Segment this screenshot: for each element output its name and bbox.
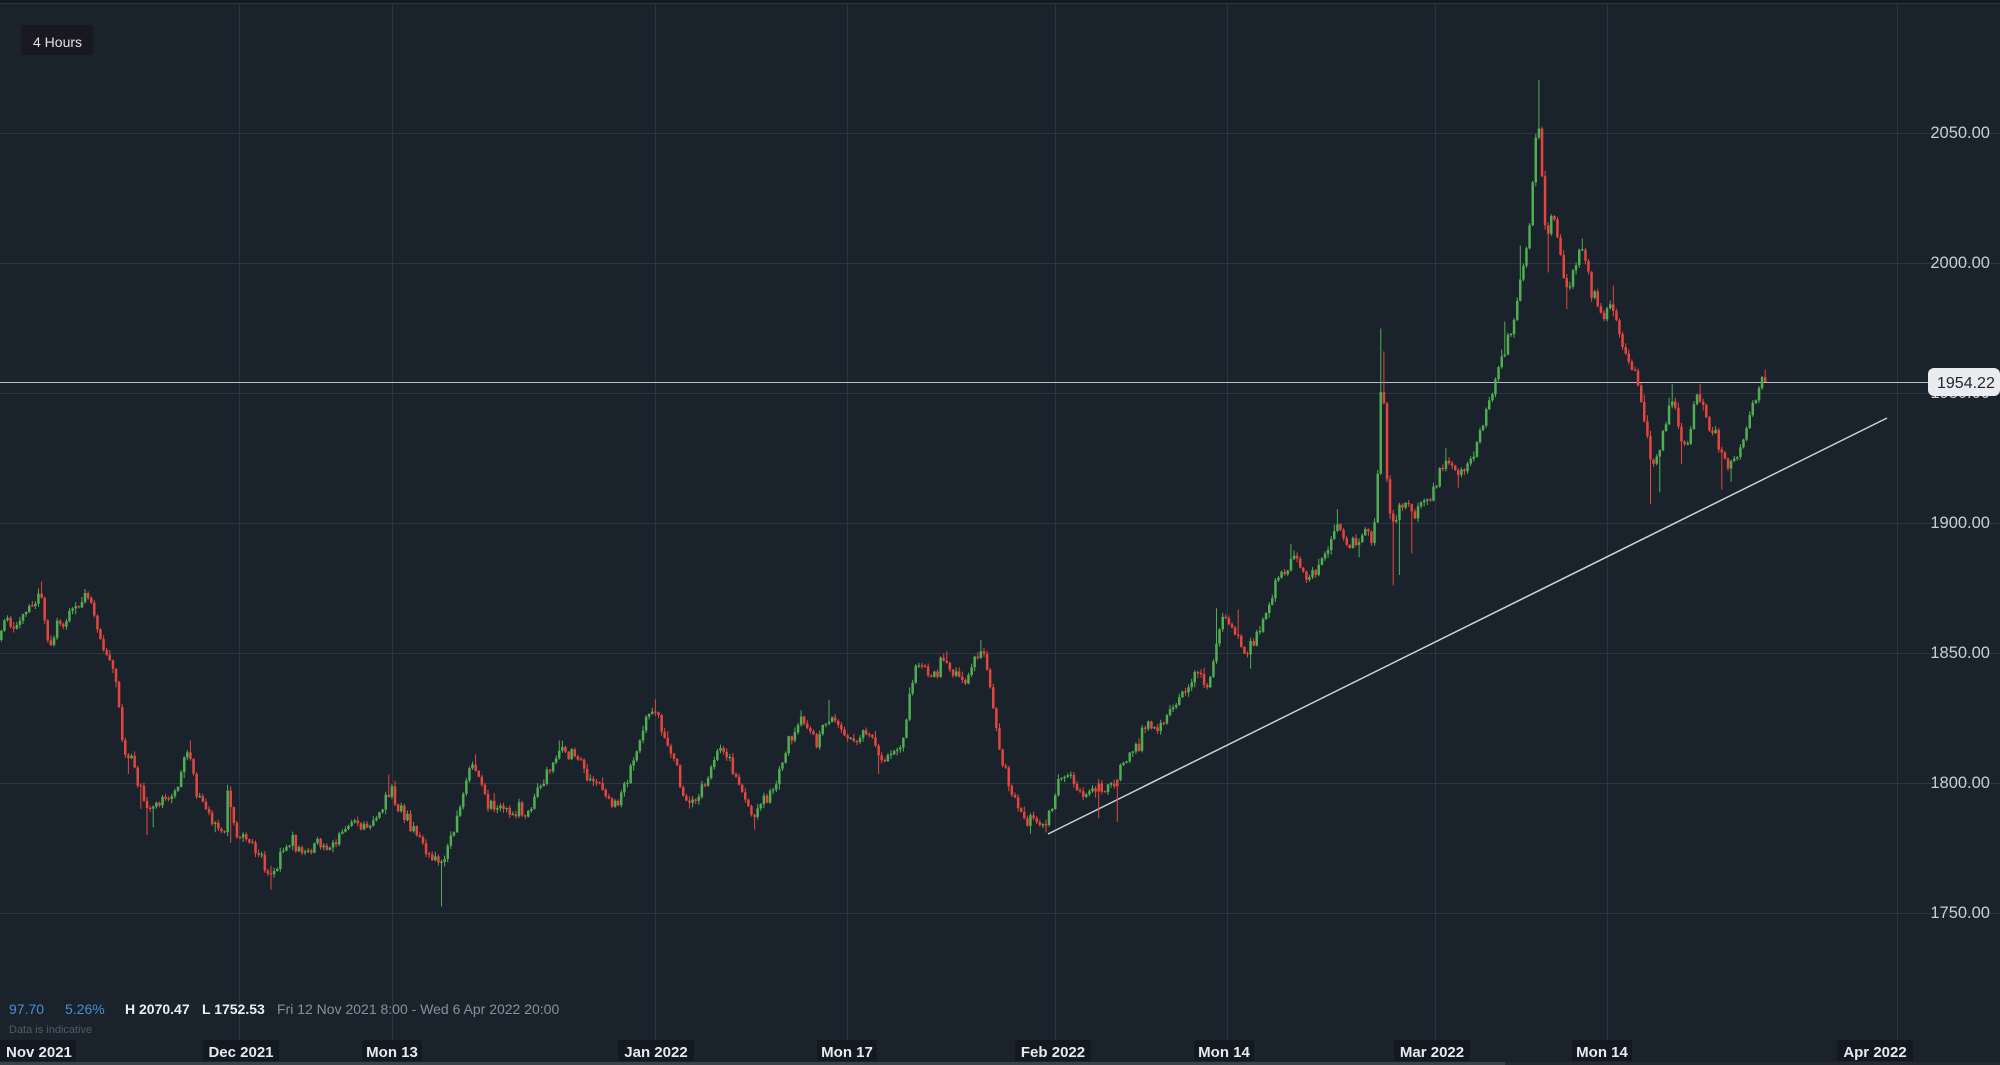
svg-text:Feb 2022: Feb 2022 [1021, 1044, 1085, 1061]
svg-text:4 Hours: 4 Hours [33, 34, 82, 50]
svg-text:97.70: 97.70 [9, 1001, 44, 1017]
svg-text:Mon 14: Mon 14 [1576, 1044, 1628, 1061]
svg-text:Mon 14: Mon 14 [1198, 1044, 1250, 1061]
svg-text:1750.00: 1750.00 [1930, 904, 1990, 922]
svg-text:Apr 2022: Apr 2022 [1843, 1044, 1906, 1061]
svg-text:Dec 2021: Dec 2021 [208, 1044, 273, 1061]
svg-text:Nov 2021: Nov 2021 [6, 1044, 72, 1061]
svg-text:Mon 13: Mon 13 [366, 1044, 418, 1061]
svg-text:L 1752.53: L 1752.53 [202, 1001, 265, 1017]
svg-text:Fri 12 Nov 2021 8:00 - Wed 6 A: Fri 12 Nov 2021 8:00 - Wed 6 Apr 2022 20… [277, 1001, 559, 1017]
svg-text:H 2070.47: H 2070.47 [125, 1001, 190, 1017]
svg-text:5.26%: 5.26% [65, 1001, 105, 1017]
svg-text:1954.22: 1954.22 [1937, 375, 1995, 392]
svg-text:1850.00: 1850.00 [1930, 644, 1990, 662]
svg-text:1900.00: 1900.00 [1930, 514, 1990, 532]
svg-text:2050.00: 2050.00 [1930, 124, 1990, 142]
svg-text:Mon 17: Mon 17 [821, 1044, 873, 1061]
svg-text:Mar 2022: Mar 2022 [1400, 1044, 1464, 1061]
svg-text:2000.00: 2000.00 [1930, 254, 1990, 272]
svg-text:Data is indicative: Data is indicative [9, 1024, 92, 1036]
svg-text:Jan 2022: Jan 2022 [624, 1044, 687, 1061]
svg-text:1800.00: 1800.00 [1930, 774, 1990, 792]
